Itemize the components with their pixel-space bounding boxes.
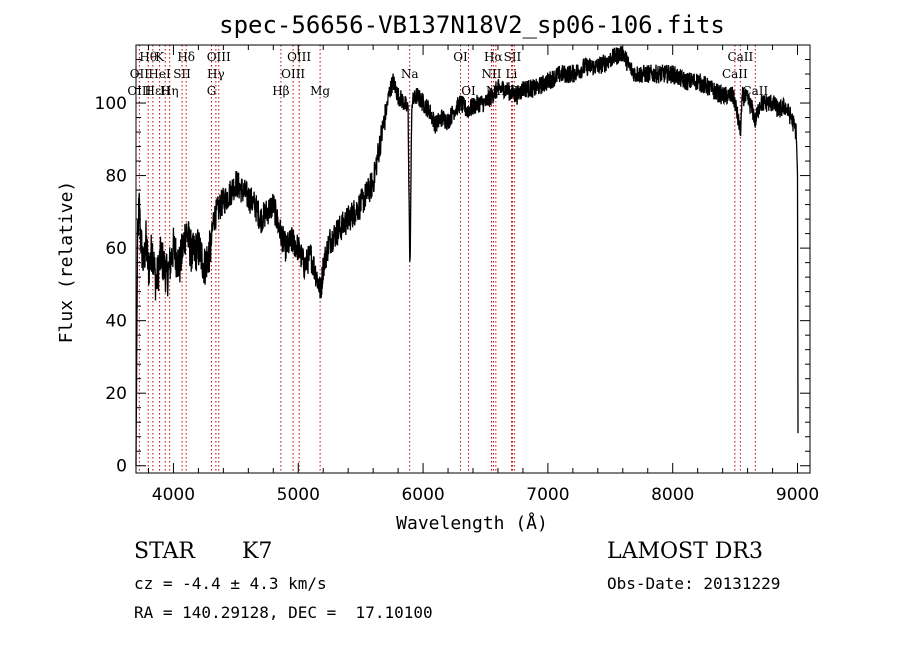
y-tick-label: 40 [105,312,127,332]
axis-ticks [136,45,810,473]
line-label: Hγ [207,67,225,81]
y-tick-label: 80 [105,167,127,187]
y-tick-label: 20 [105,384,127,404]
survey-name: LAMOST DR3 [607,539,763,564]
x-tick-labels: 4000 5000 6000 7000 8000 9000 [152,485,819,505]
y-tick-label: 100 [95,94,127,114]
line-label: OIII [281,67,305,81]
x-tick-label: 6000 [401,485,444,505]
line-label: HeI [148,67,171,81]
x-tick-label: 5000 [277,485,320,505]
spectrum-line [135,46,799,466]
coordinates-text: RA = 140.29128, DEC = 17.10100 [134,603,433,622]
line-label: CaII [722,67,748,81]
line-label: Hε [145,84,162,98]
line-label: OIII [127,84,151,98]
line-label: Hβ [272,84,289,98]
x-axis-label: Wavelength (Å) [396,512,548,534]
y-tick-label: 0 [116,457,127,477]
line-label: CaII [742,84,768,98]
object-class: STAR [134,539,195,564]
line-label: SII [173,67,191,81]
chart-title: spec-56656-VB137N18V2_sp06-106.fits [219,11,725,39]
line-label: G [207,84,217,98]
line-label: Li [506,67,518,81]
line-label: K [155,50,165,64]
x-tick-label: 4000 [152,485,195,505]
line-label: Mg [310,84,330,98]
x-tick-label: 8000 [651,485,694,505]
line-label: NII [481,67,501,81]
y-tick-labels: 0 20 40 60 80 100 [95,94,127,477]
line-label: Na [401,67,419,81]
x-tick-label: 9000 [776,485,819,505]
line-label: Hδ [177,50,195,64]
x-tick-label: 7000 [526,485,569,505]
line-label: OI [453,50,468,64]
line-label: Hθ [139,50,157,64]
line-label: OIII [287,50,311,64]
line-label: Hα [484,50,503,64]
line-label: CaII [727,50,753,64]
line-label: SII [504,50,522,64]
line-label: Hη [161,84,179,98]
observation-date: Obs-Date: 20131229 [607,574,781,593]
line-label: OIII [207,50,231,64]
object-subclass: K7 [242,539,273,564]
y-axis-label: Flux (relative) [56,181,77,344]
line-label: H [160,84,170,98]
line-markers [138,45,756,473]
line-label: OI [461,84,476,98]
redshift-text: cz = -4.4 ± 4.3 km/s [134,574,327,593]
y-tick-label: 60 [105,239,127,259]
